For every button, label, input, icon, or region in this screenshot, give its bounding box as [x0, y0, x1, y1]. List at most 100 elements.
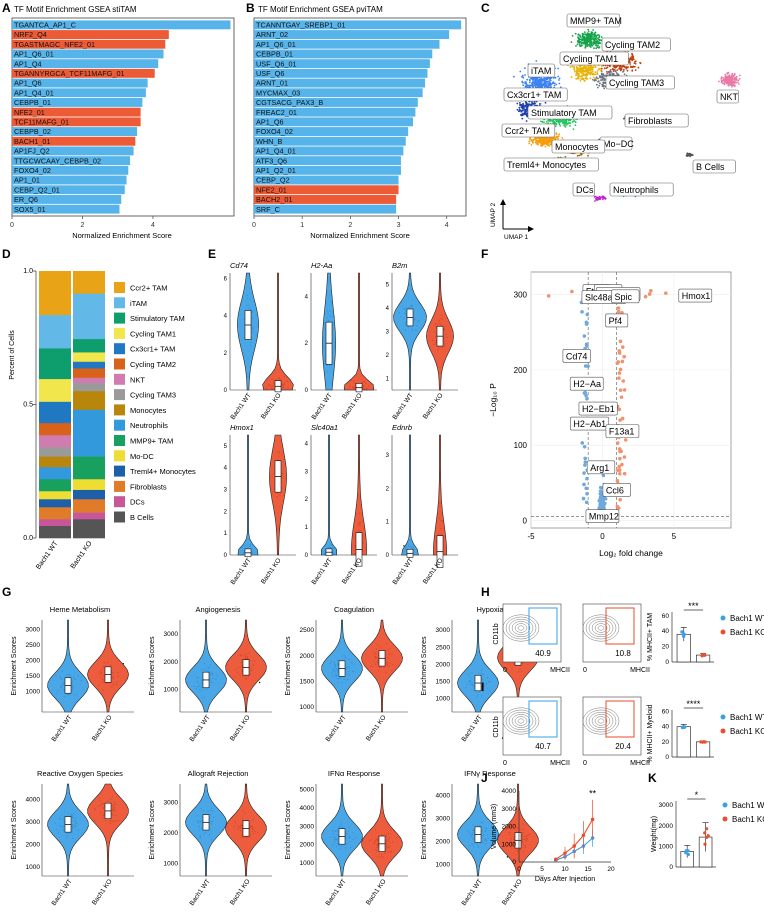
umap-point — [547, 122, 549, 124]
volcano-point — [584, 342, 589, 347]
umap-point — [586, 32, 589, 35]
panel-a: A TF Motif Enrichment GSEA stiTAM 0 2 4TGA… — [2, 1, 235, 240]
bar — [12, 59, 159, 69]
umap-point — [542, 79, 545, 81]
stack-segment — [39, 456, 71, 468]
umap-point — [631, 57, 634, 60]
x-tick-label: 5 — [672, 532, 677, 541]
legend-label: Treml4+ Monocytes — [130, 467, 196, 476]
umap-point — [535, 139, 537, 142]
umap-point — [577, 37, 580, 39]
umap-point — [599, 76, 602, 79]
umap-point — [577, 41, 580, 44]
volcano-point — [617, 351, 622, 355]
y-tick-label: 4 — [224, 314, 228, 320]
volcano-point — [620, 359, 625, 364]
umap-point — [590, 41, 592, 44]
legend-swatch — [114, 450, 125, 462]
y-tick-label: 2 — [224, 509, 228, 515]
umap-point — [543, 85, 546, 88]
umap-point — [592, 78, 594, 81]
umap-point — [518, 110, 520, 113]
umap-point — [550, 140, 553, 142]
umap-point — [550, 86, 552, 89]
umap-point — [594, 200, 596, 202]
volcano-point — [623, 438, 628, 442]
umap-point — [597, 42, 599, 45]
umap-point — [558, 120, 561, 123]
volcano-point — [622, 388, 627, 392]
umap-point — [600, 67, 603, 70]
umap-point — [590, 32, 593, 35]
cluster-label: Monocytes — [555, 142, 599, 152]
bar — [12, 146, 134, 156]
bar — [254, 195, 397, 204]
gene-label: Spic — [614, 292, 632, 302]
umap-point — [617, 74, 620, 76]
umap-point — [519, 104, 521, 107]
umap-point — [721, 79, 724, 82]
umap-point — [615, 65, 617, 67]
umap-point — [634, 60, 637, 63]
legend-swatch — [114, 297, 125, 309]
volcano-point — [570, 289, 574, 294]
umap-point — [575, 45, 577, 47]
umap-point — [569, 66, 572, 68]
bar — [254, 175, 399, 185]
volcano-point — [616, 309, 621, 314]
umap-point — [576, 69, 578, 72]
panel-letter: E — [208, 247, 216, 261]
umap-point — [600, 36, 603, 38]
umap-point — [730, 81, 733, 84]
jitter-point — [258, 681, 261, 684]
x-tick-label: Bach1 WT — [229, 392, 252, 421]
cluster-label: Treml4+ Monocytes — [507, 160, 586, 170]
bar-label: NRF2_Q4 — [14, 30, 47, 39]
umap-point — [630, 66, 632, 68]
volcano-point — [584, 500, 589, 505]
umap-point — [604, 78, 606, 81]
volcano-point — [617, 376, 621, 380]
x-tick-label: 0 — [10, 222, 14, 229]
umap-point — [580, 68, 583, 71]
umap-point — [582, 69, 585, 72]
umap2-arrowhead — [500, 199, 506, 205]
umap-point — [587, 28, 590, 31]
umap-point — [555, 132, 558, 135]
umap-point — [553, 121, 556, 123]
umap-point — [724, 76, 727, 78]
umap-point — [557, 137, 559, 140]
bar — [254, 98, 418, 107]
volcano-point — [582, 471, 586, 475]
bar-label: ARNT_02 — [256, 30, 288, 39]
umap-point — [583, 80, 586, 82]
x-tick-label: Bach1 WT — [50, 714, 73, 743]
y-tick-label: 2 — [386, 486, 390, 492]
umap-point — [580, 78, 582, 80]
umap-point — [616, 69, 619, 71]
volcano-point — [616, 506, 621, 510]
umap-point — [736, 81, 739, 84]
y-tick-label: 3 — [386, 330, 390, 336]
umap-point — [637, 66, 640, 69]
volcano-point — [580, 310, 584, 314]
panel-letter: G — [2, 585, 11, 599]
umap1-arrowhead — [528, 226, 534, 232]
umap-point — [584, 65, 587, 68]
x-tick-label: Bach1 KO — [260, 557, 283, 585]
umap-point — [593, 47, 595, 49]
umap-point — [585, 67, 588, 70]
bar-label: TCANNTGAY_SREBP1_01 — [256, 21, 346, 30]
umap-point — [521, 81, 524, 84]
bar-label: SOX5_01 — [14, 205, 46, 214]
umap-point — [596, 86, 599, 89]
umap-point — [624, 66, 626, 68]
umap-point — [535, 60, 538, 62]
umap-point — [528, 142, 531, 145]
legend-swatch — [114, 435, 125, 446]
stack-segment — [39, 525, 71, 539]
volcano-point — [615, 361, 620, 366]
